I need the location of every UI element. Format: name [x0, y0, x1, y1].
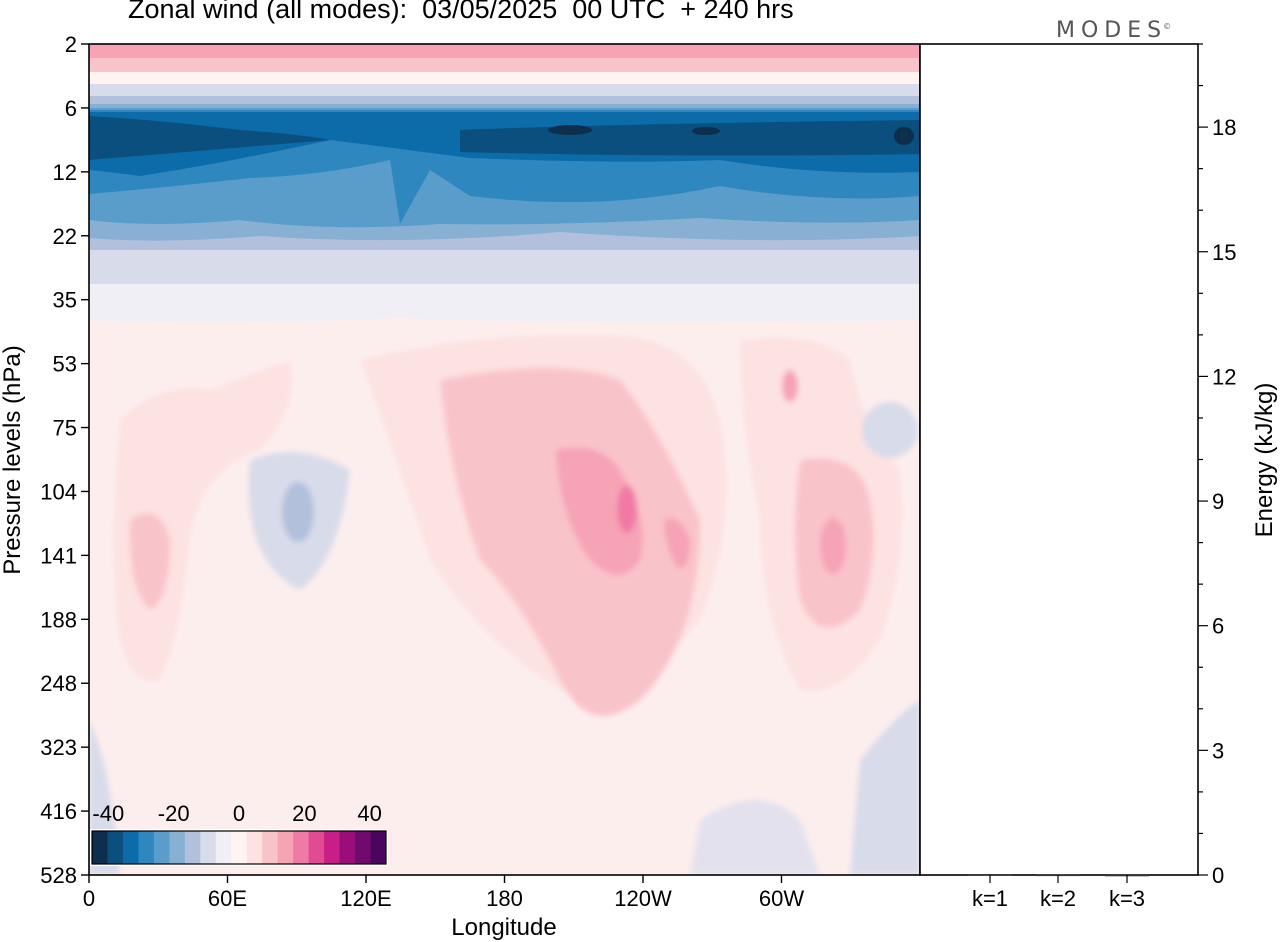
lobe-east-core — [820, 518, 846, 574]
y-tick-label: 323 — [40, 735, 77, 760]
energy-tick-label: 15 — [1212, 240, 1236, 265]
colorbar-swatch — [200, 831, 217, 864]
lobe-bottom-lav-right — [850, 700, 920, 875]
colorbar: -40 -20 0 20 40 — [90, 801, 388, 866]
colorbar-tick-label: 20 — [292, 801, 316, 826]
energy-category-label: k=1 — [972, 886, 1008, 911]
lobe-lav-east — [862, 402, 918, 458]
y-tick-label: 35 — [53, 288, 77, 313]
energy-category-label: k=3 — [1109, 886, 1145, 911]
chart-title: Zonal wind (all modes): 03/05/2025 00 UT… — [128, 0, 794, 24]
x-axis: 0 60E 120E 180 120W 60W — [83, 875, 804, 911]
brand-text: MODES — [1056, 18, 1168, 43]
energy-tick-label: 9 — [1212, 489, 1224, 514]
y-tick-label: 75 — [53, 416, 77, 441]
contour-field — [89, 44, 920, 875]
energy-bars: k=1 k=2 k=3 — [968, 874, 1149, 911]
energy-tick-label: 6 — [1212, 614, 1224, 639]
colorbar-swatch — [153, 831, 170, 864]
colorbar-swatch — [262, 831, 279, 864]
lobe-center-pink4 — [664, 518, 690, 569]
brand-logo: MODES© — [1056, 18, 1175, 43]
colorbar-swatch — [293, 831, 310, 864]
core-easterly-1 — [548, 125, 592, 135]
y-tick-label: 6 — [65, 96, 77, 121]
y-tick-label: 104 — [40, 479, 77, 504]
energy-tick-label: 0 — [1212, 863, 1224, 888]
lobe-west-pink2 — [129, 513, 170, 610]
x-tick-label: 60W — [759, 886, 804, 911]
energy-tick-label: 12 — [1212, 364, 1236, 389]
colorbar-tick-label: -40 — [92, 801, 124, 826]
energy-bar — [968, 874, 1012, 876]
x-tick-label: 60E — [208, 886, 247, 911]
band-upper-blue6 — [89, 116, 920, 160]
colorbar-swatch — [184, 831, 201, 864]
colorbar-swatch — [324, 831, 341, 864]
colorbar-tick-label: 40 — [357, 801, 381, 826]
x-tick-label: 120E — [340, 886, 391, 911]
x-tick-label: 180 — [486, 886, 523, 911]
y-tick-label: 248 — [40, 671, 77, 696]
colorbar-swatch — [277, 831, 294, 864]
lobe-bottom-lav-mid — [690, 800, 820, 875]
y-tick-label: 528 — [40, 863, 77, 888]
core-easterly-2 — [692, 127, 720, 135]
energy-axis: 0 3 6 9 12 15 18 — [1198, 43, 1236, 888]
y-tick-label: 416 — [40, 799, 77, 824]
colorbar-swatch — [107, 831, 124, 864]
y-tick-label: 141 — [40, 543, 77, 568]
lobe-lav-west-core — [282, 482, 314, 542]
brand-mark: © — [1163, 22, 1172, 31]
energy-panel-frame — [919, 43, 1199, 876]
colorbar-swatch — [246, 831, 263, 864]
energy-category-label: k=2 — [1040, 886, 1076, 911]
x-tick-label: 120W — [614, 886, 672, 911]
colorbar-swatch — [122, 831, 139, 864]
colorbar-swatch — [339, 831, 356, 864]
energy-axis-label: Energy (kJ/kg) — [1251, 383, 1278, 538]
energy-tick-label: 3 — [1212, 738, 1224, 763]
colorbar-tick-label: 0 — [233, 801, 245, 826]
colorbar-frame — [91, 830, 387, 865]
lobe-center-core — [617, 485, 637, 533]
band-mid-white — [89, 284, 920, 323]
colorbar-swatch — [138, 831, 155, 864]
x-tick-label: 0 — [83, 886, 95, 911]
y-tick-label: 188 — [40, 607, 77, 632]
lobe-east-small — [782, 370, 798, 402]
energy-tick-label: 18 — [1212, 115, 1236, 140]
y-tick-label: 53 — [53, 352, 77, 377]
y-axis-label: Pressure levels (hPa) — [0, 345, 26, 574]
y-axis: 2 6 12 22 35 53 75 104 141 188 248 323 416 528 — [40, 32, 89, 888]
y-tick-label: 12 — [53, 160, 77, 185]
lobe-center-pink3 — [556, 447, 643, 575]
colorbar-tick-label: -20 — [158, 801, 190, 826]
y-tick-label: 22 — [53, 224, 77, 249]
x-axis-label: Longitude — [451, 914, 556, 941]
colorbar-swatch — [231, 831, 248, 864]
core-easterly-3 — [894, 127, 914, 145]
y-tick-label: 2 — [65, 32, 77, 57]
westerly-lobes — [89, 335, 920, 875]
lobe-center-pink2 — [440, 368, 700, 716]
colorbar-swatch — [169, 831, 186, 864]
colorbar-swatch — [308, 831, 325, 864]
colorbar-swatch — [92, 831, 108, 864]
colorbar-swatch — [215, 831, 232, 864]
colorbar-swatch — [370, 831, 387, 864]
colorbar-swatch — [355, 831, 372, 864]
